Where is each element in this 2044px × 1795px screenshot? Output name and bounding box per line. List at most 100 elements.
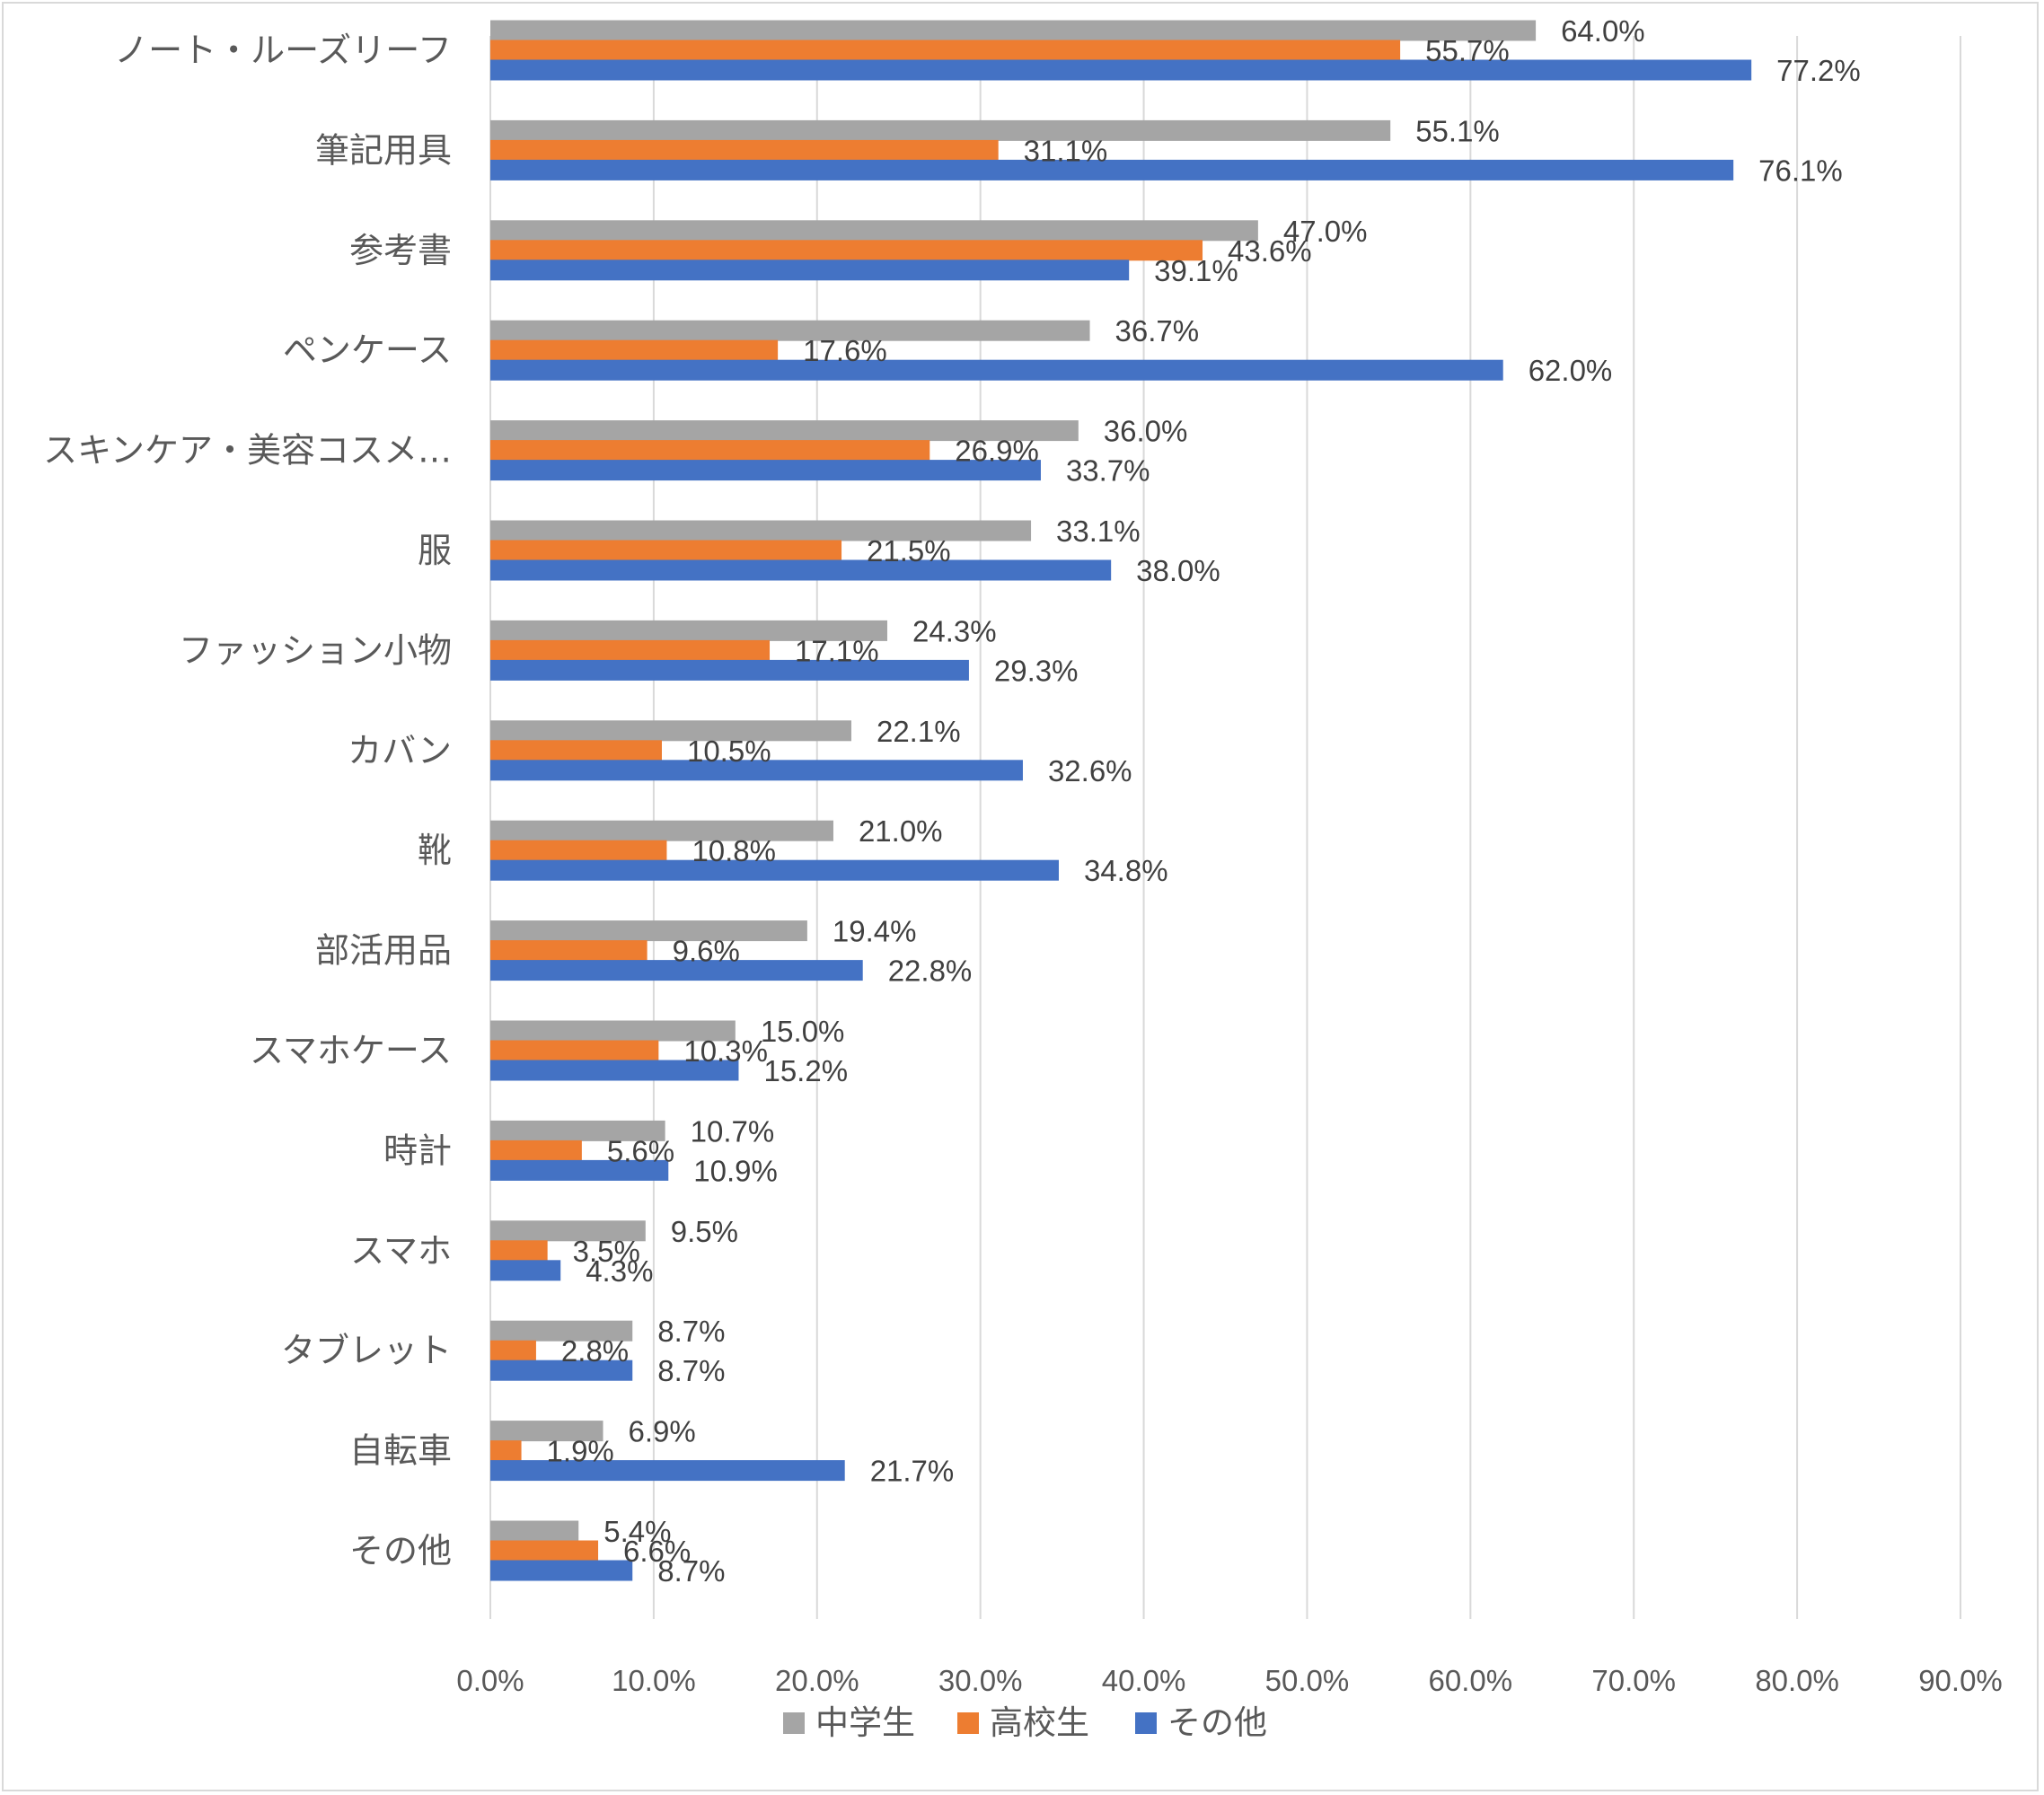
bar-高校生 bbox=[490, 540, 842, 561]
bar-その他 bbox=[490, 1560, 633, 1581]
bar-高校生 bbox=[490, 139, 999, 161]
data-label: 21.5% bbox=[867, 534, 951, 568]
bar-その他 bbox=[490, 760, 1023, 781]
data-label: 77.2% bbox=[1776, 54, 1861, 87]
category-label: スキンケア・美容コスメ… bbox=[43, 431, 452, 471]
data-label: 17.1% bbox=[795, 634, 879, 667]
bar-高校生 bbox=[490, 740, 662, 761]
bar-その他 bbox=[490, 859, 1059, 881]
x-tick-label: 50.0% bbox=[1265, 1664, 1350, 1697]
bar-中学生 bbox=[490, 720, 851, 742]
x-tick-label: 30.0% bbox=[938, 1664, 1023, 1697]
data-label: 21.0% bbox=[859, 814, 943, 848]
bar-中学生 bbox=[490, 320, 1090, 341]
bar-中学生 bbox=[490, 520, 1032, 541]
bar-中学生 bbox=[490, 20, 1537, 41]
data-label: 4.3% bbox=[586, 1254, 653, 1288]
x-tick-label: 80.0% bbox=[1755, 1664, 1839, 1697]
category-label: ファッション小物 bbox=[179, 630, 452, 670]
bar-その他 bbox=[490, 359, 1503, 381]
x-tick-label: 20.0% bbox=[775, 1664, 859, 1697]
x-tick-label: 40.0% bbox=[1102, 1664, 1186, 1697]
data-label: 8.7% bbox=[657, 1554, 725, 1588]
bar-中学生 bbox=[490, 1320, 633, 1342]
legend-swatch-中学生 bbox=[783, 1712, 805, 1734]
bar-中学生 bbox=[490, 820, 833, 841]
category-label: 時計 bbox=[383, 1131, 452, 1170]
bar-中学生 bbox=[490, 119, 1391, 141]
data-label: 2.8% bbox=[561, 1334, 629, 1368]
bar-その他 bbox=[490, 260, 1130, 281]
bar-中学生 bbox=[490, 1520, 579, 1542]
bar-その他 bbox=[490, 1159, 669, 1181]
data-label: 36.7% bbox=[1115, 314, 1200, 348]
data-label: 34.8% bbox=[1084, 854, 1168, 887]
data-label: 76.1% bbox=[1758, 154, 1843, 187]
category-label: ノート・ルーズリーフ bbox=[114, 31, 452, 70]
bar-中学生 bbox=[490, 1421, 604, 1442]
bar-その他 bbox=[490, 59, 1752, 81]
data-label: 5.4% bbox=[604, 1515, 671, 1548]
x-tick-label: 60.0% bbox=[1429, 1664, 1513, 1697]
data-label: 22.8% bbox=[888, 955, 973, 988]
category-label: 靴 bbox=[418, 831, 452, 870]
bar-高校生 bbox=[490, 440, 930, 462]
data-label: 47.0% bbox=[1283, 215, 1368, 248]
category-label: その他 bbox=[349, 1531, 452, 1571]
data-label: 9.6% bbox=[673, 935, 740, 968]
bar-中学生 bbox=[490, 220, 1258, 242]
value-axis: 0.0% 10.0% 20.0% 30.0% 40.0% 50.0% 60.0% 70.0% 8… bbox=[456, 1664, 2002, 1697]
data-label: 10.3% bbox=[683, 1034, 768, 1068]
bar-高校生 bbox=[490, 1040, 659, 1061]
data-label: 24.3% bbox=[912, 614, 997, 647]
data-label: 43.6% bbox=[1228, 234, 1312, 268]
bar-中学生 bbox=[490, 920, 807, 942]
bar-その他 bbox=[490, 559, 1112, 581]
legend: 中学生 高校生 その他 bbox=[783, 1703, 1267, 1742]
data-label: 19.4% bbox=[833, 915, 917, 948]
data-label: 3.5% bbox=[573, 1235, 640, 1268]
data-label: 29.3% bbox=[994, 654, 1079, 687]
bar-高校生 bbox=[490, 40, 1401, 61]
category-label: カバン bbox=[348, 731, 452, 770]
data-label: 6.9% bbox=[629, 1415, 696, 1448]
bar-中学生 bbox=[490, 420, 1079, 442]
data-label: 10.8% bbox=[692, 834, 776, 867]
bar-中学生 bbox=[490, 1120, 665, 1141]
legend-label: 高校生 bbox=[990, 1703, 1089, 1742]
data-label: 36.0% bbox=[1104, 415, 1188, 448]
category-label: 自転車 bbox=[349, 1431, 452, 1471]
bar-その他 bbox=[490, 1260, 561, 1281]
bar-その他 bbox=[490, 1460, 845, 1482]
x-tick-label: 10.0% bbox=[612, 1664, 696, 1697]
legend-swatch-高校生 bbox=[957, 1712, 979, 1734]
bar-中学生 bbox=[490, 1220, 646, 1242]
category-label: タブレット bbox=[281, 1331, 452, 1370]
category-label: 参考書 bbox=[349, 231, 452, 270]
legend-swatch-その他 bbox=[1135, 1712, 1157, 1734]
bar-その他 bbox=[490, 1060, 739, 1081]
data-label: 32.6% bbox=[1048, 754, 1132, 788]
data-label: 8.7% bbox=[657, 1354, 725, 1387]
data-label: 31.1% bbox=[1024, 134, 1108, 167]
data-label: 9.5% bbox=[671, 1215, 738, 1248]
data-label: 6.6% bbox=[623, 1535, 691, 1568]
data-label: 10.7% bbox=[691, 1114, 775, 1148]
data-label: 1.9% bbox=[547, 1435, 614, 1468]
category-label: スマホケース bbox=[250, 1031, 452, 1070]
data-label: 5.6% bbox=[607, 1134, 674, 1167]
data-label: 26.9% bbox=[955, 435, 1039, 468]
data-label: 17.6% bbox=[803, 334, 887, 367]
data-label: 33.7% bbox=[1066, 454, 1150, 488]
data-label: 10.9% bbox=[693, 1154, 778, 1187]
data-label: 22.1% bbox=[877, 715, 961, 748]
bar-高校生 bbox=[490, 240, 1203, 261]
bar-高校生 bbox=[490, 1139, 582, 1161]
data-label: 55.7% bbox=[1425, 34, 1510, 67]
data-label: 21.7% bbox=[870, 1455, 955, 1488]
data-label: 15.0% bbox=[761, 1015, 845, 1048]
data-label: 39.1% bbox=[1154, 254, 1238, 287]
bar-その他 bbox=[490, 460, 1041, 481]
